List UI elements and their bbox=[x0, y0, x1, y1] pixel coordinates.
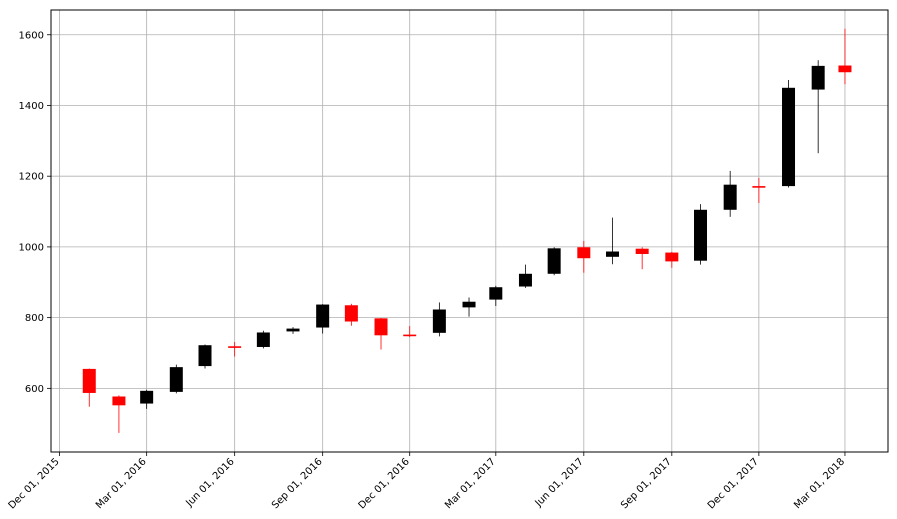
candle-body bbox=[518, 273, 532, 287]
x-tick-label: Sep 01, 2017 bbox=[619, 456, 674, 511]
candle-body bbox=[694, 209, 708, 261]
candle-body bbox=[547, 248, 561, 274]
x-tick-label: Mar 01, 2017 bbox=[443, 456, 498, 511]
candle-body bbox=[286, 328, 300, 332]
candle bbox=[374, 317, 388, 350]
candle-body bbox=[344, 305, 358, 322]
candle-body bbox=[489, 287, 503, 300]
candle bbox=[752, 177, 766, 204]
y-tick-label: 600 bbox=[25, 384, 44, 395]
y-axis: 600 800 1000 1200 1400 1600 bbox=[19, 30, 51, 395]
candle-body bbox=[606, 251, 620, 257]
x-tick-label: Dec 01, 2015 bbox=[7, 456, 62, 511]
candle bbox=[432, 302, 446, 337]
candle bbox=[577, 240, 591, 273]
x-tick-label: Mar 01, 2016 bbox=[94, 456, 149, 511]
x-tick-label: Jun 01, 2017 bbox=[533, 456, 586, 509]
grid-lines bbox=[51, 10, 888, 452]
candle-body bbox=[140, 390, 154, 404]
candle bbox=[811, 60, 825, 154]
y-tick-label: 1000 bbox=[19, 242, 44, 253]
candle bbox=[198, 344, 212, 369]
candle-body bbox=[635, 248, 649, 254]
candle bbox=[462, 297, 476, 317]
candle bbox=[518, 264, 532, 288]
candle bbox=[228, 342, 242, 357]
candles bbox=[82, 28, 852, 433]
candle bbox=[489, 285, 503, 306]
candle-body bbox=[577, 247, 591, 259]
candle bbox=[112, 395, 126, 433]
x-axis: Dec 01, 2015 Mar 01, 2016 Jun 01, 2016 Sep … bbox=[7, 452, 847, 512]
candle bbox=[169, 364, 183, 394]
candle-body bbox=[316, 304, 330, 328]
x-tick-label: Jun 01, 2016 bbox=[184, 456, 237, 509]
candle-body bbox=[403, 334, 417, 337]
candle bbox=[256, 330, 270, 349]
candle-body bbox=[838, 65, 852, 73]
candle-body bbox=[811, 65, 825, 90]
plot-frame bbox=[50, 9, 889, 453]
y-tick-label: 1600 bbox=[19, 30, 44, 41]
x-tick-label: Mar 01, 2018 bbox=[792, 456, 847, 511]
candle bbox=[606, 217, 620, 265]
candle-body bbox=[228, 346, 242, 348]
candle bbox=[316, 304, 330, 334]
candle bbox=[665, 251, 679, 268]
candle-body bbox=[665, 252, 679, 262]
candle-body bbox=[723, 184, 737, 210]
candle-body bbox=[112, 396, 126, 406]
candle bbox=[547, 247, 561, 276]
candle-body bbox=[169, 367, 183, 392]
y-tick-label: 1200 bbox=[19, 172, 44, 183]
candle bbox=[723, 170, 737, 217]
x-tick-label: Dec 01, 2016 bbox=[357, 456, 412, 511]
y-tick-label: 800 bbox=[25, 313, 44, 324]
candle-body bbox=[752, 186, 766, 188]
candle bbox=[838, 28, 852, 85]
candle-body bbox=[374, 318, 388, 336]
candle bbox=[635, 247, 649, 270]
x-tick-label: Sep 01, 2016 bbox=[270, 456, 325, 511]
candle-body bbox=[462, 301, 476, 308]
candle bbox=[344, 303, 358, 326]
y-tick-label: 1400 bbox=[19, 101, 44, 112]
candle bbox=[82, 368, 96, 407]
candle bbox=[694, 204, 708, 265]
candle-body bbox=[432, 309, 446, 333]
candle-body bbox=[198, 345, 212, 367]
candle bbox=[403, 326, 417, 338]
x-tick-label: Dec 01, 2017 bbox=[706, 456, 761, 511]
candle-body bbox=[82, 368, 96, 393]
candle bbox=[782, 80, 796, 188]
candle bbox=[286, 327, 300, 334]
plot-background bbox=[51, 10, 888, 452]
candle-body bbox=[256, 332, 270, 347]
candle bbox=[140, 389, 154, 409]
candle-body bbox=[782, 87, 796, 187]
